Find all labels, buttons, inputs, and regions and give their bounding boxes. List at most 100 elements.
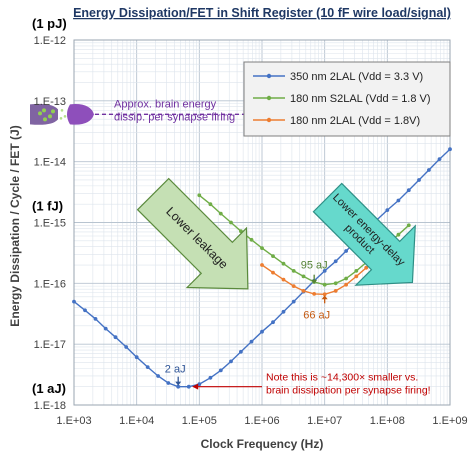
data-point bbox=[134, 355, 139, 360]
data-point bbox=[406, 223, 411, 228]
legend-label: 180 nm S2LAL (Vdd = 1.8 V) bbox=[290, 93, 431, 105]
y-tick-label: 1.E-18 bbox=[34, 400, 66, 412]
y-tick-label: 1.E-17 bbox=[34, 339, 66, 351]
data-point bbox=[291, 299, 296, 304]
min_s2lal-label: 95 aJ bbox=[301, 260, 328, 272]
y-unit-label: (1 aJ) bbox=[32, 381, 66, 396]
data-point bbox=[208, 202, 213, 207]
data-point bbox=[291, 284, 296, 288]
data-point bbox=[406, 188, 411, 193]
data-point bbox=[364, 265, 369, 270]
data-point bbox=[344, 276, 348, 281]
data-point bbox=[72, 299, 76, 304]
data-point bbox=[197, 193, 202, 198]
synapse-neurotransmitter bbox=[60, 109, 64, 112]
lower-energy-delay-arrow-shape bbox=[312, 182, 416, 286]
data-point bbox=[145, 365, 150, 369]
plot-frame bbox=[73, 39, 451, 406]
data-point bbox=[218, 368, 223, 373]
y-tick-label: 1.E-13 bbox=[34, 96, 66, 108]
data-point bbox=[281, 261, 286, 266]
data-point bbox=[322, 269, 327, 273]
legend: 350 nm 2LAL (Vdd = 3.3 V) 180 nm S2LAL (V… bbox=[243, 61, 451, 137]
data-point bbox=[427, 168, 431, 172]
data-point bbox=[396, 198, 401, 203]
synapse-postsynaptic bbox=[67, 104, 94, 125]
synapse-neurotransmitter bbox=[63, 115, 67, 118]
data-point bbox=[93, 317, 98, 321]
data-point bbox=[249, 339, 254, 344]
data-point bbox=[322, 282, 327, 287]
data-point bbox=[333, 289, 338, 293]
synapse-vesicle bbox=[38, 111, 42, 116]
legend-box bbox=[243, 61, 451, 137]
data-point bbox=[260, 263, 264, 267]
y-unit-label: (1 fJ) bbox=[32, 199, 63, 214]
data-point bbox=[271, 270, 275, 275]
y-tick-label: 1.E-15 bbox=[34, 218, 66, 230]
annotations: 2 aJ 95 aJ 66 aJ Note this is ~14,300× smal… bbox=[165, 260, 431, 397]
data-point bbox=[322, 292, 327, 297]
data-point bbox=[417, 178, 421, 182]
lower-leakage-arrow-shape bbox=[136, 177, 249, 290]
grid bbox=[73, 40, 450, 406]
data-point bbox=[113, 335, 118, 340]
legend-swatch-marker bbox=[266, 95, 272, 101]
x-axis-label: Clock Frequency (Hz) bbox=[201, 437, 324, 451]
y-tick-label: 1.E-12 bbox=[34, 35, 66, 47]
note-label: brain dissipation per synapse firing! bbox=[266, 385, 431, 397]
data-point bbox=[301, 289, 306, 293]
legend-swatch-marker bbox=[266, 117, 272, 123]
data-point bbox=[344, 282, 348, 287]
data-point bbox=[218, 211, 223, 216]
data-point bbox=[229, 220, 233, 225]
data-point bbox=[396, 232, 401, 237]
x-tick-label: 1.E+04 bbox=[119, 415, 154, 427]
data-point bbox=[124, 345, 129, 349]
data-point bbox=[301, 274, 306, 279]
synapse-icon bbox=[30, 103, 94, 125]
tick-labels: 1.E+03 1.E+04 1.E+05 1.E+06 1.E+07 1.E+08 1.E+… bbox=[32, 16, 468, 427]
synapse-vesicle bbox=[42, 108, 46, 113]
min_350-label: 2 aJ bbox=[165, 364, 186, 376]
data-point bbox=[271, 320, 275, 325]
y-tick-label: 1.E-14 bbox=[34, 157, 66, 169]
y-unit-label: (1 pJ) bbox=[32, 16, 67, 31]
chart-title: Energy Dissipation/FET in Shift Register… bbox=[73, 6, 451, 20]
data-point bbox=[354, 274, 359, 279]
data-point bbox=[448, 147, 452, 152]
brain-energy-label: dissip. per synapse firing bbox=[114, 111, 235, 123]
data-point bbox=[186, 384, 191, 389]
note-label: Note this is ~14,300× smaller vs. bbox=[266, 372, 418, 384]
y-axis-label: Energy Dissipation / Cycle / FET (J) bbox=[8, 125, 22, 326]
data-point bbox=[176, 384, 181, 389]
data-point bbox=[103, 326, 108, 331]
data-point bbox=[437, 157, 442, 162]
x-tick-label: 1.E+05 bbox=[182, 415, 217, 427]
data-point bbox=[271, 254, 275, 258]
y-tick-label: 1.E-16 bbox=[34, 278, 66, 290]
x-tick-label: 1.E+08 bbox=[370, 415, 405, 427]
data-point bbox=[239, 349, 243, 354]
data-point bbox=[229, 359, 233, 364]
synapse-neurotransmitter bbox=[59, 117, 63, 120]
data-point bbox=[166, 381, 171, 385]
series-0 bbox=[72, 147, 452, 389]
legend-swatch-marker bbox=[266, 73, 272, 79]
brain-energy-label: Approx. brain energy bbox=[114, 98, 217, 110]
data-point bbox=[291, 269, 296, 273]
data-point bbox=[249, 237, 254, 242]
data-point bbox=[312, 292, 317, 296]
synapse-presynaptic bbox=[30, 103, 58, 125]
data-point bbox=[385, 208, 390, 213]
x-tick-label: 1.E+06 bbox=[244, 415, 279, 427]
data-point bbox=[333, 281, 338, 286]
data-point bbox=[197, 382, 202, 387]
min_2lal-pointer-head bbox=[321, 295, 328, 300]
data-point bbox=[344, 249, 348, 253]
data-point bbox=[354, 269, 359, 273]
data-point bbox=[208, 375, 213, 380]
synapse-vesicle bbox=[48, 114, 52, 119]
